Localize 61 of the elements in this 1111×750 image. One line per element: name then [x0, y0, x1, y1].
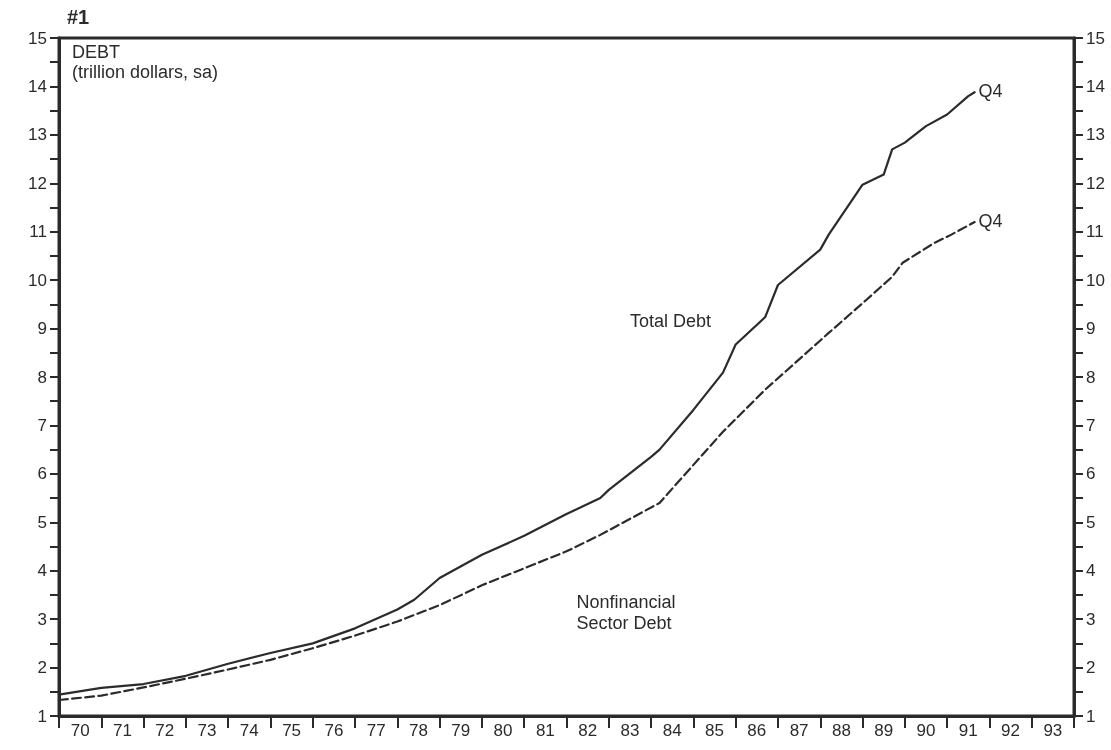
y-tick-label: 4: [37, 561, 47, 581]
y2-tick-label: 2: [1086, 658, 1096, 678]
x-tick-label: 70: [70, 721, 90, 740]
y-tick-label: 6: [37, 464, 47, 484]
y2-tick-label: 6: [1086, 464, 1096, 484]
y2-tick-label: 10: [1086, 270, 1105, 290]
y2-tick-label: 14: [1086, 76, 1105, 96]
y-tick-label: 11: [29, 222, 47, 242]
x-tick-label: 82: [578, 721, 598, 740]
y-tick-label: 8: [37, 367, 47, 387]
y2-tick-label: 8: [1086, 367, 1096, 387]
x-tick-label: 88: [831, 721, 851, 740]
chart-title: #1: [67, 6, 90, 28]
y2-tick-label: 12: [1086, 173, 1105, 193]
x-tick-label: 90: [916, 721, 936, 740]
x-tick-label: 75: [282, 721, 302, 740]
text: Nonfinancial Sector Debt: [576, 591, 676, 633]
x-tick-label: 77: [366, 721, 386, 740]
y2-tick-label: 15: [1086, 28, 1105, 48]
y2-tick-label: 13: [1086, 125, 1105, 145]
x-tick-label: 93: [1043, 721, 1063, 740]
y2-tick-label: 1: [1086, 706, 1096, 726]
x-tick-label: 80: [493, 721, 513, 740]
y2-tick-label: 3: [1086, 609, 1096, 629]
x-tick-label: 84: [662, 721, 682, 740]
x-tick-label: 92: [1001, 721, 1021, 740]
x-tick-label: 73: [197, 721, 217, 740]
x-tick-label: 78: [409, 721, 428, 740]
x-tick-label: 87: [789, 721, 809, 740]
x-tick-label: 86: [747, 721, 767, 740]
y-tick-label: 9: [37, 319, 47, 339]
chart-subtitle: DEBT: [72, 42, 121, 62]
y-tick-label: 10: [28, 270, 47, 290]
y-tick-label: 15: [28, 28, 47, 48]
y-tick-label: 13: [28, 125, 47, 145]
x-tick-label: 71: [112, 721, 132, 740]
x-tick-label: 91: [958, 721, 978, 740]
y-tick-label: 2: [37, 658, 47, 678]
annotation: Q4: [978, 211, 1003, 232]
x-tick-label: 83: [620, 721, 640, 740]
y-tick-label: 12: [28, 173, 47, 193]
x-tick-label: 76: [324, 721, 344, 740]
x-tick-label: 89: [874, 721, 894, 740]
y-tick-label: 7: [37, 415, 47, 435]
y2-tick-label: 4: [1086, 561, 1096, 581]
annotation: Q4: [978, 81, 1003, 102]
x-tick-label: 74: [239, 721, 259, 740]
x-tick-label: 81: [535, 721, 555, 740]
x-tick-label: 72: [155, 721, 175, 740]
y-tick-label: 1: [37, 706, 47, 726]
y-tick-label: 3: [37, 609, 47, 629]
y2-tick-label: 5: [1086, 512, 1096, 532]
y-tick-label: 14: [28, 76, 47, 96]
y2-tick-label: 9: [1086, 319, 1096, 339]
y2-tick-label: 11: [1086, 222, 1104, 242]
series-label: Total Debt: [629, 311, 711, 332]
x-tick-label: 85: [705, 721, 724, 740]
y-axis-title: (trillion dollars, sa): [72, 62, 219, 82]
x-tick-label: 79: [451, 721, 471, 740]
y-tick-label: 5: [37, 512, 47, 532]
y2-tick-label: 7: [1086, 415, 1096, 435]
